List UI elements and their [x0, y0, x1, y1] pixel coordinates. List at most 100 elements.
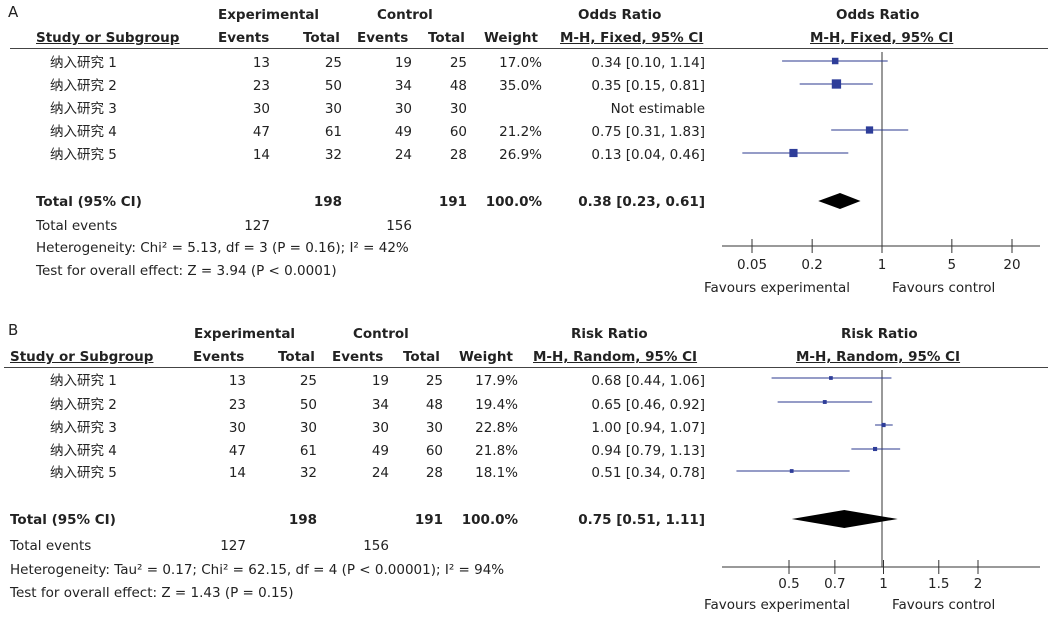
effect-ci: 0.75 [0.31, 1.83] [591, 124, 705, 140]
study-point-estimate [829, 376, 833, 380]
favours-control-label: Favours control [892, 597, 996, 613]
ctrl-events: 49 [371, 443, 389, 459]
total-events-ctrl: 156 [363, 538, 389, 554]
exp-events: 13 [252, 55, 270, 71]
x-axis-tick-label: 5 [948, 257, 957, 273]
control-group-header: Control [377, 7, 433, 23]
total-events-ctrl: 156 [386, 218, 412, 234]
exp-total: 50 [299, 397, 317, 413]
plot-measure-header: Risk Ratio [841, 326, 918, 342]
ctrl-total: 60 [425, 443, 443, 459]
ctrl-total: 60 [449, 124, 467, 140]
ctrl-events: 24 [371, 465, 389, 481]
panel-letter: A [8, 3, 19, 21]
study-name: 纳入研究 2 [50, 397, 117, 413]
effect-ci: 1.00 [0.94, 1.07] [591, 420, 705, 436]
x-axis-tick-label: 0.5 [778, 576, 799, 592]
method-header: M-H, Fixed, 95% CI [560, 30, 704, 46]
study-point-estimate [789, 148, 798, 158]
header-rule [4, 367, 1048, 368]
study-point-estimate [865, 126, 874, 134]
exp-events: 14 [252, 147, 270, 163]
ctrl-total: 25 [425, 373, 443, 389]
study-name: 纳入研究 1 [50, 373, 117, 389]
forest-plot-panel-a: A Experimental Control Odds Ratio Odds R… [0, 0, 1058, 310]
total-events-label: Total events [36, 218, 118, 234]
weight: 17.9% [475, 373, 518, 389]
x-axis-tick-label: 2 [974, 576, 983, 592]
plot-measure-header: Odds Ratio [836, 7, 920, 23]
study-point-estimate [831, 79, 842, 89]
effect-ci: 0.13 [0.04, 0.46] [591, 147, 705, 163]
exp-events: 30 [252, 101, 270, 117]
exp-events-header: Events [193, 349, 245, 365]
study-column-header: Study or Subgroup [10, 349, 154, 365]
ctrl-total: 48 [449, 78, 467, 94]
ctrl-events: 30 [394, 101, 412, 117]
pooled-effect-ci: 0.75 [0.51, 1.11] [578, 512, 705, 528]
heterogeneity-text: Heterogeneity: Chi² = 5.13, df = 3 (P = … [36, 240, 409, 256]
exp-total: 61 [299, 443, 317, 459]
effect-ci: Not estimable [610, 101, 705, 117]
exp-total: 61 [324, 124, 342, 140]
heterogeneity-text: Heterogeneity: Tau² = 0.17; Chi² = 62.15… [10, 562, 505, 578]
study-name: 纳入研究 1 [50, 55, 117, 71]
total-weight: 100.0% [461, 512, 518, 528]
exp-total-header: Total [278, 349, 315, 365]
control-group-header: Control [353, 326, 409, 342]
exp-events: 13 [228, 373, 246, 389]
x-axis-tick-label: 1 [878, 257, 887, 273]
total-events-exp: 127 [244, 218, 270, 234]
weight: 22.8% [475, 420, 518, 436]
effect-ci: 0.68 [0.44, 1.06] [591, 373, 705, 389]
study-column-header: Study or Subgroup [36, 30, 180, 46]
plot-method-header: M-H, Random, 95% CI [796, 349, 961, 365]
experimental-group-header: Experimental [218, 7, 320, 23]
ctrl-total: 30 [449, 101, 467, 117]
effect-ci: 0.35 [0.15, 0.81] [591, 78, 705, 94]
weight: 19.4% [475, 397, 518, 413]
exp-total: 30 [299, 420, 317, 436]
experimental-group-header: Experimental [194, 326, 296, 342]
exp-total: 32 [299, 465, 317, 481]
effect-ci: 0.51 [0.34, 0.78] [591, 465, 705, 481]
weight-header: Weight [484, 30, 538, 46]
weight: 21.2% [499, 124, 542, 140]
ctrl-events: 19 [394, 55, 412, 71]
weight-header: Weight [459, 349, 513, 365]
pooled-effect-ci: 0.38 [0.23, 0.61] [578, 194, 705, 210]
overall-effect-text: Test for overall effect: Z = 3.94 (P < 0… [36, 263, 337, 279]
forest-plot-a: 0.05 0.2 1 5 20 [722, 52, 1040, 273]
study-name: 纳入研究 5 [50, 147, 117, 163]
study-name: 纳入研究 3 [50, 101, 117, 117]
study-point-estimate [831, 57, 839, 65]
ctrl-total: 30 [425, 420, 443, 436]
total-events-exp: 127 [220, 538, 246, 554]
forest-plot-b: 0.5 0.7 1 1.5 2 [722, 370, 1040, 592]
panel-letter: B [8, 321, 19, 339]
forest-plot-panel-b: B Experimental Control Risk Ratio Risk R… [0, 318, 1058, 627]
ctrl-total: 48 [425, 397, 443, 413]
effect-ci: 0.65 [0.46, 0.92] [591, 397, 705, 413]
ctrl-total: 28 [449, 147, 467, 163]
study-name: 纳入研究 4 [50, 443, 117, 459]
ctrl-total-header: Total [403, 349, 440, 365]
exp-total-sum: 198 [288, 512, 317, 528]
ctrl-total-sum: 191 [438, 194, 467, 210]
favours-control-label: Favours control [892, 280, 996, 296]
total-events-label: Total events [10, 538, 92, 554]
weight: 35.0% [499, 78, 542, 94]
exp-total-sum: 198 [313, 194, 342, 210]
study-point-estimate [881, 422, 886, 428]
weight: 21.8% [475, 443, 518, 459]
study-point-estimate [822, 400, 827, 404]
pooled-estimate-diamond [791, 510, 898, 528]
x-axis-tick-label: 0.7 [824, 576, 845, 592]
ctrl-events: 30 [371, 420, 389, 436]
study-name: 纳入研究 2 [50, 78, 117, 94]
pooled-estimate-diamond [818, 193, 861, 209]
exp-events-header: Events [218, 30, 270, 46]
study-name: 纳入研究 5 [50, 465, 117, 481]
effect-measure-header: Odds Ratio [578, 7, 662, 23]
ctrl-events: 49 [394, 124, 412, 140]
